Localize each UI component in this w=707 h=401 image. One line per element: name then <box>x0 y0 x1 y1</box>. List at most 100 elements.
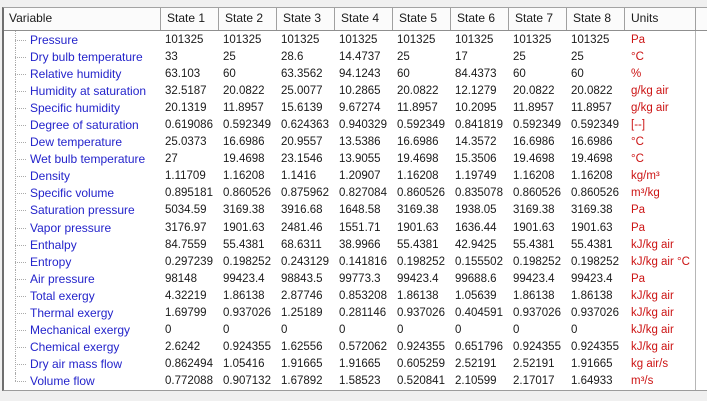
empty-cell <box>696 31 707 48</box>
value-cell-state-8: 20.0822 <box>571 84 613 97</box>
value-cell-state-7: 2.52191 <box>513 358 555 371</box>
variable-label: Vapor pressure <box>30 220 112 235</box>
variable-cell[interactable]: Humidity at saturation <box>4 82 161 100</box>
empty-cell <box>696 356 707 373</box>
variable-label: Dry air mass flow <box>30 357 123 372</box>
variable-cell[interactable]: Vapor pressure <box>4 219 161 237</box>
value-cell-state-2: 0.907132 <box>223 375 271 388</box>
value-cell-state-7: 20.0822 <box>513 84 555 97</box>
variable-cell[interactable]: Saturation pressure <box>4 201 161 220</box>
tree-branch-line <box>15 142 26 144</box>
column-header-state-2[interactable]: State 2 <box>219 8 277 30</box>
value-cell-state-2: 99423.4 <box>223 272 265 285</box>
column-header-units[interactable]: Units <box>625 8 696 30</box>
variable-cell[interactable]: Specific volume <box>4 184 161 202</box>
value-cell-state-6: 1.19749 <box>455 170 497 183</box>
tree-branch-line <box>15 261 26 263</box>
value-cell-state-8: 101325 <box>571 33 610 46</box>
variable-cell[interactable]: Pressure <box>4 31 161 49</box>
unit-cell: kg air/s <box>625 355 696 373</box>
value-cell-state-4: 13.5386 <box>339 136 381 149</box>
tree-branch-line <box>15 278 26 280</box>
variable-cell[interactable]: Dry air mass flow <box>4 355 161 373</box>
column-header-state-5[interactable]: State 5 <box>393 8 451 30</box>
value-cell-state-2: 1.05416 <box>223 358 265 371</box>
tree-branch-line <box>15 73 26 75</box>
value-cell-state-5: 1.86138 <box>397 289 439 302</box>
value-cell-state-3: 1.91665 <box>281 358 323 371</box>
variable-label: Pressure <box>30 32 79 47</box>
variable-cell[interactable]: Dew temperature <box>4 133 161 151</box>
variable-cell[interactable]: Dry bulb temperature <box>4 48 161 66</box>
tree-branch-line <box>15 227 26 229</box>
tree-branch-line <box>15 90 26 92</box>
value-cell-state-4: 1.91665 <box>339 358 381 371</box>
variable-label: Specific humidity <box>30 100 121 115</box>
value-cell-state-4: 14.4737 <box>339 50 381 63</box>
value-cell-state-5: 101325 <box>397 33 436 46</box>
value-cell-state-7: 101325 <box>513 33 552 46</box>
value-cell-state-4: 0.141816 <box>339 255 387 268</box>
variable-label: Saturation pressure <box>30 203 135 218</box>
variable-cell[interactable]: Wet bulb temperature <box>4 150 161 168</box>
variable-cell[interactable]: Volume flow <box>4 372 161 390</box>
column-header-state-6[interactable]: State 6 <box>451 8 509 30</box>
value-cell-state-7: 55.4381 <box>513 238 555 251</box>
tree-branch-line <box>15 381 26 383</box>
variable-cell[interactable]: Enthalpy <box>4 236 161 254</box>
table-row: Specific humidity 20.1319 11.8957 15.6139 9.… <box>4 99 707 117</box>
value-cell-state-2: 101325 <box>223 33 262 46</box>
variable-cell[interactable]: Entropy <box>4 253 161 271</box>
value-cell-state-8: 0.937026 <box>571 307 619 320</box>
variable-label: Air pressure <box>30 271 95 286</box>
value-cell-state-6: 101325 <box>455 33 494 46</box>
column-header-state-7[interactable]: State 7 <box>509 8 567 30</box>
variable-cell[interactable]: Relative humidity <box>4 65 161 83</box>
value-cell-state-2: 19.4698 <box>223 153 265 166</box>
unit-cell: kJ/kg air <box>625 304 696 322</box>
value-cell-state-6: 0.841819 <box>455 119 503 132</box>
column-header-state-4[interactable]: State 4 <box>335 8 393 30</box>
value-cell-state-4: 10.2865 <box>339 84 381 97</box>
unit-cell: Pa <box>625 31 696 49</box>
value-cell-state-3: 28.6 <box>281 50 304 63</box>
value-cell-state-4: 101325 <box>339 33 378 46</box>
tree-branch-line <box>15 56 26 58</box>
value-cell-state-7: 11.8957 <box>513 101 554 114</box>
variable-label: Thermal exergy <box>30 306 114 321</box>
value-cell-state-8: 1901.63 <box>571 221 613 234</box>
unit-cell: g/kg air <box>625 99 696 117</box>
variable-cell[interactable]: Total exergy <box>4 287 161 305</box>
variable-label: Dew temperature <box>30 135 123 150</box>
empty-cell <box>696 185 707 202</box>
value-cell-state-5: 0.924355 <box>397 341 445 354</box>
variable-cell[interactable]: Air pressure <box>4 270 161 288</box>
value-cell-state-5: 20.0822 <box>397 84 439 97</box>
value-cell-state-3: 63.3562 <box>281 67 323 80</box>
empty-cell <box>696 48 707 65</box>
variable-cell[interactable]: Density <box>4 167 161 185</box>
variable-cell[interactable]: Degree of saturation <box>4 116 161 134</box>
unit-cell: [--] <box>625 116 696 134</box>
value-cell-state-1: 4.32219 <box>165 289 207 302</box>
value-cell-state-3: 98843.5 <box>281 272 323 285</box>
variable-label: Entropy <box>30 254 72 269</box>
empty-cell <box>696 151 707 168</box>
value-cell-state-6: 1.05639 <box>455 289 497 302</box>
variable-cell[interactable]: Thermal exergy <box>4 304 161 322</box>
column-header-state-1[interactable]: State 1 <box>161 8 219 30</box>
value-cell-state-3: 2.87746 <box>281 289 323 302</box>
value-cell-state-5: 3169.38 <box>397 204 439 217</box>
tree-branch-line <box>15 244 26 246</box>
value-cell-state-3: 0.624363 <box>281 119 329 132</box>
table-header-row: Variable State 1 State 2 State 3 State 4 Stat… <box>4 8 707 31</box>
variable-cell[interactable]: Specific humidity <box>4 99 161 117</box>
value-cell-state-5: 0.198252 <box>397 255 445 268</box>
column-header-state-8[interactable]: State 8 <box>567 8 625 30</box>
column-header-variable[interactable]: Variable <box>4 8 161 30</box>
value-cell-state-3: 68.6311 <box>281 238 322 251</box>
variable-cell[interactable]: Mechanical exergy <box>4 321 161 339</box>
column-header-state-3[interactable]: State 3 <box>277 8 335 30</box>
tree-branch-line <box>15 125 26 127</box>
variable-cell[interactable]: Chemical exergy <box>4 338 161 356</box>
